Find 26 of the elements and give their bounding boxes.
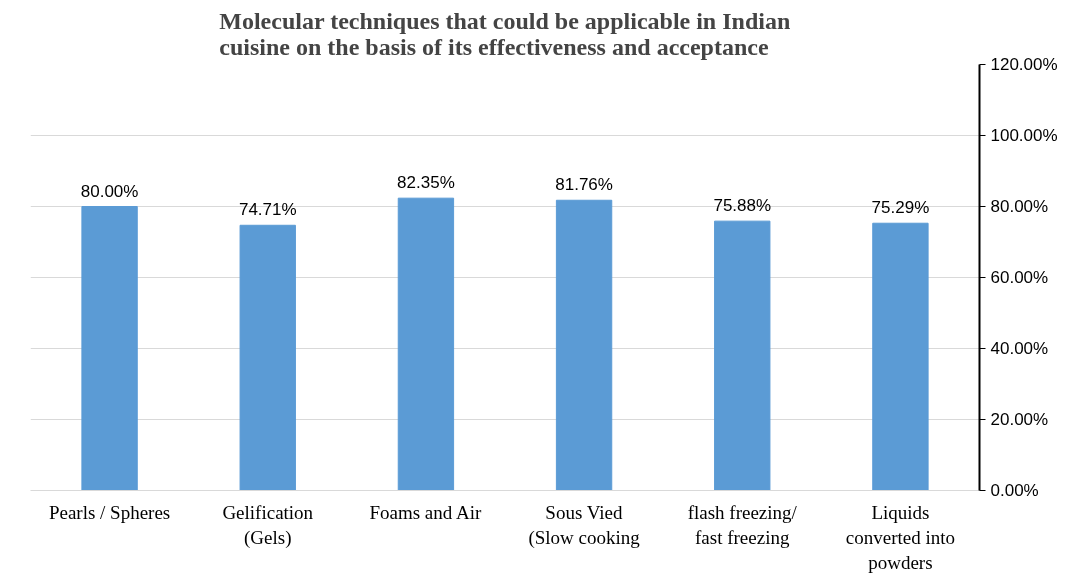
x-tick-label: Foams and Air: [369, 501, 483, 523]
data-label: 82.35%: [397, 173, 455, 193]
x-tick-label: Sous Vied (Slow cooking: [528, 501, 641, 549]
bar: [555, 199, 613, 491]
x-tick-label: flash freezing/ fast freezing: [687, 501, 798, 548]
data-label: 80.00%: [80, 181, 139, 201]
y-tick-label: 80.00%: [990, 197, 1049, 216]
x-tick-label: Liquids converted into powders: [845, 501, 956, 573]
bar: [714, 220, 771, 491]
data-label: 75.88%: [713, 196, 772, 216]
y-tick-label: 100.00%: [990, 126, 1058, 145]
chart-title: Molecular techniques that could be applicable in Indian cuisine on the basis of its effectiveness and acceptance: [219, 7, 791, 60]
y-tick-label: 40.00%: [990, 339, 1049, 358]
bar: [81, 206, 138, 491]
y-tick-label: 0.00%: [990, 481, 1039, 500]
y-tick-label: 20.00%: [990, 410, 1049, 429]
bar: [239, 224, 296, 491]
x-tick-label: Pearls / Spheres: [48, 501, 171, 523]
data-label: 75.29%: [871, 198, 930, 218]
x-tick-label: Gelification (Gels): [222, 501, 314, 549]
bar: [872, 222, 929, 491]
y-tick-label: 120.00%: [990, 55, 1058, 74]
bar: [397, 197, 455, 491]
y-tick-label: 60.00%: [990, 268, 1049, 287]
data-label: 74.71%: [238, 200, 297, 220]
data-label: 81.76%: [555, 175, 613, 195]
